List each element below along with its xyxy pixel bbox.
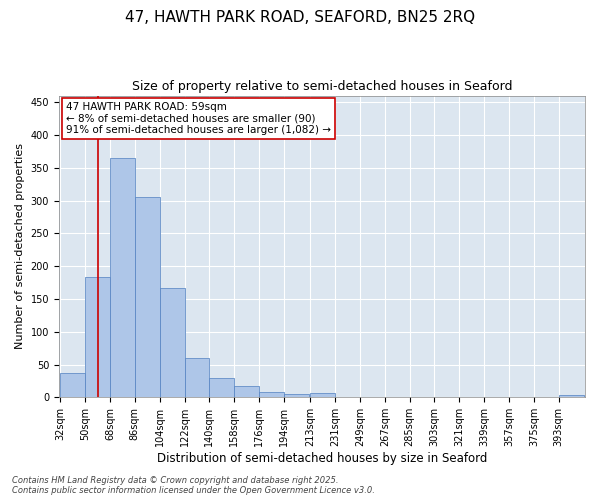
Bar	[209, 378, 234, 398]
Text: 47 HAWTH PARK ROAD: 59sqm
← 8% of semi-detached houses are smaller (90)
91% of s: 47 HAWTH PARK ROAD: 59sqm ← 8% of semi-d…	[66, 102, 331, 136]
Bar	[310, 394, 335, 398]
Bar	[360, 396, 385, 398]
Bar	[85, 278, 110, 398]
Bar	[259, 392, 284, 398]
X-axis label: Distribution of semi-detached houses by size in Seaford: Distribution of semi-detached houses by …	[157, 452, 487, 465]
Bar	[335, 396, 360, 398]
Bar	[110, 158, 135, 398]
Bar	[135, 197, 160, 398]
Title: Size of property relative to semi-detached houses in Seaford: Size of property relative to semi-detach…	[132, 80, 512, 93]
Y-axis label: Number of semi-detached properties: Number of semi-detached properties	[15, 144, 25, 350]
Bar	[160, 288, 185, 398]
Text: 47, HAWTH PARK ROAD, SEAFORD, BN25 2RQ: 47, HAWTH PARK ROAD, SEAFORD, BN25 2RQ	[125, 10, 475, 25]
Bar	[559, 396, 584, 398]
Bar	[234, 386, 259, 398]
Bar	[284, 394, 309, 398]
Text: Contains HM Land Registry data © Crown copyright and database right 2025.
Contai: Contains HM Land Registry data © Crown c…	[12, 476, 375, 495]
Bar	[60, 373, 85, 398]
Bar	[185, 358, 209, 398]
